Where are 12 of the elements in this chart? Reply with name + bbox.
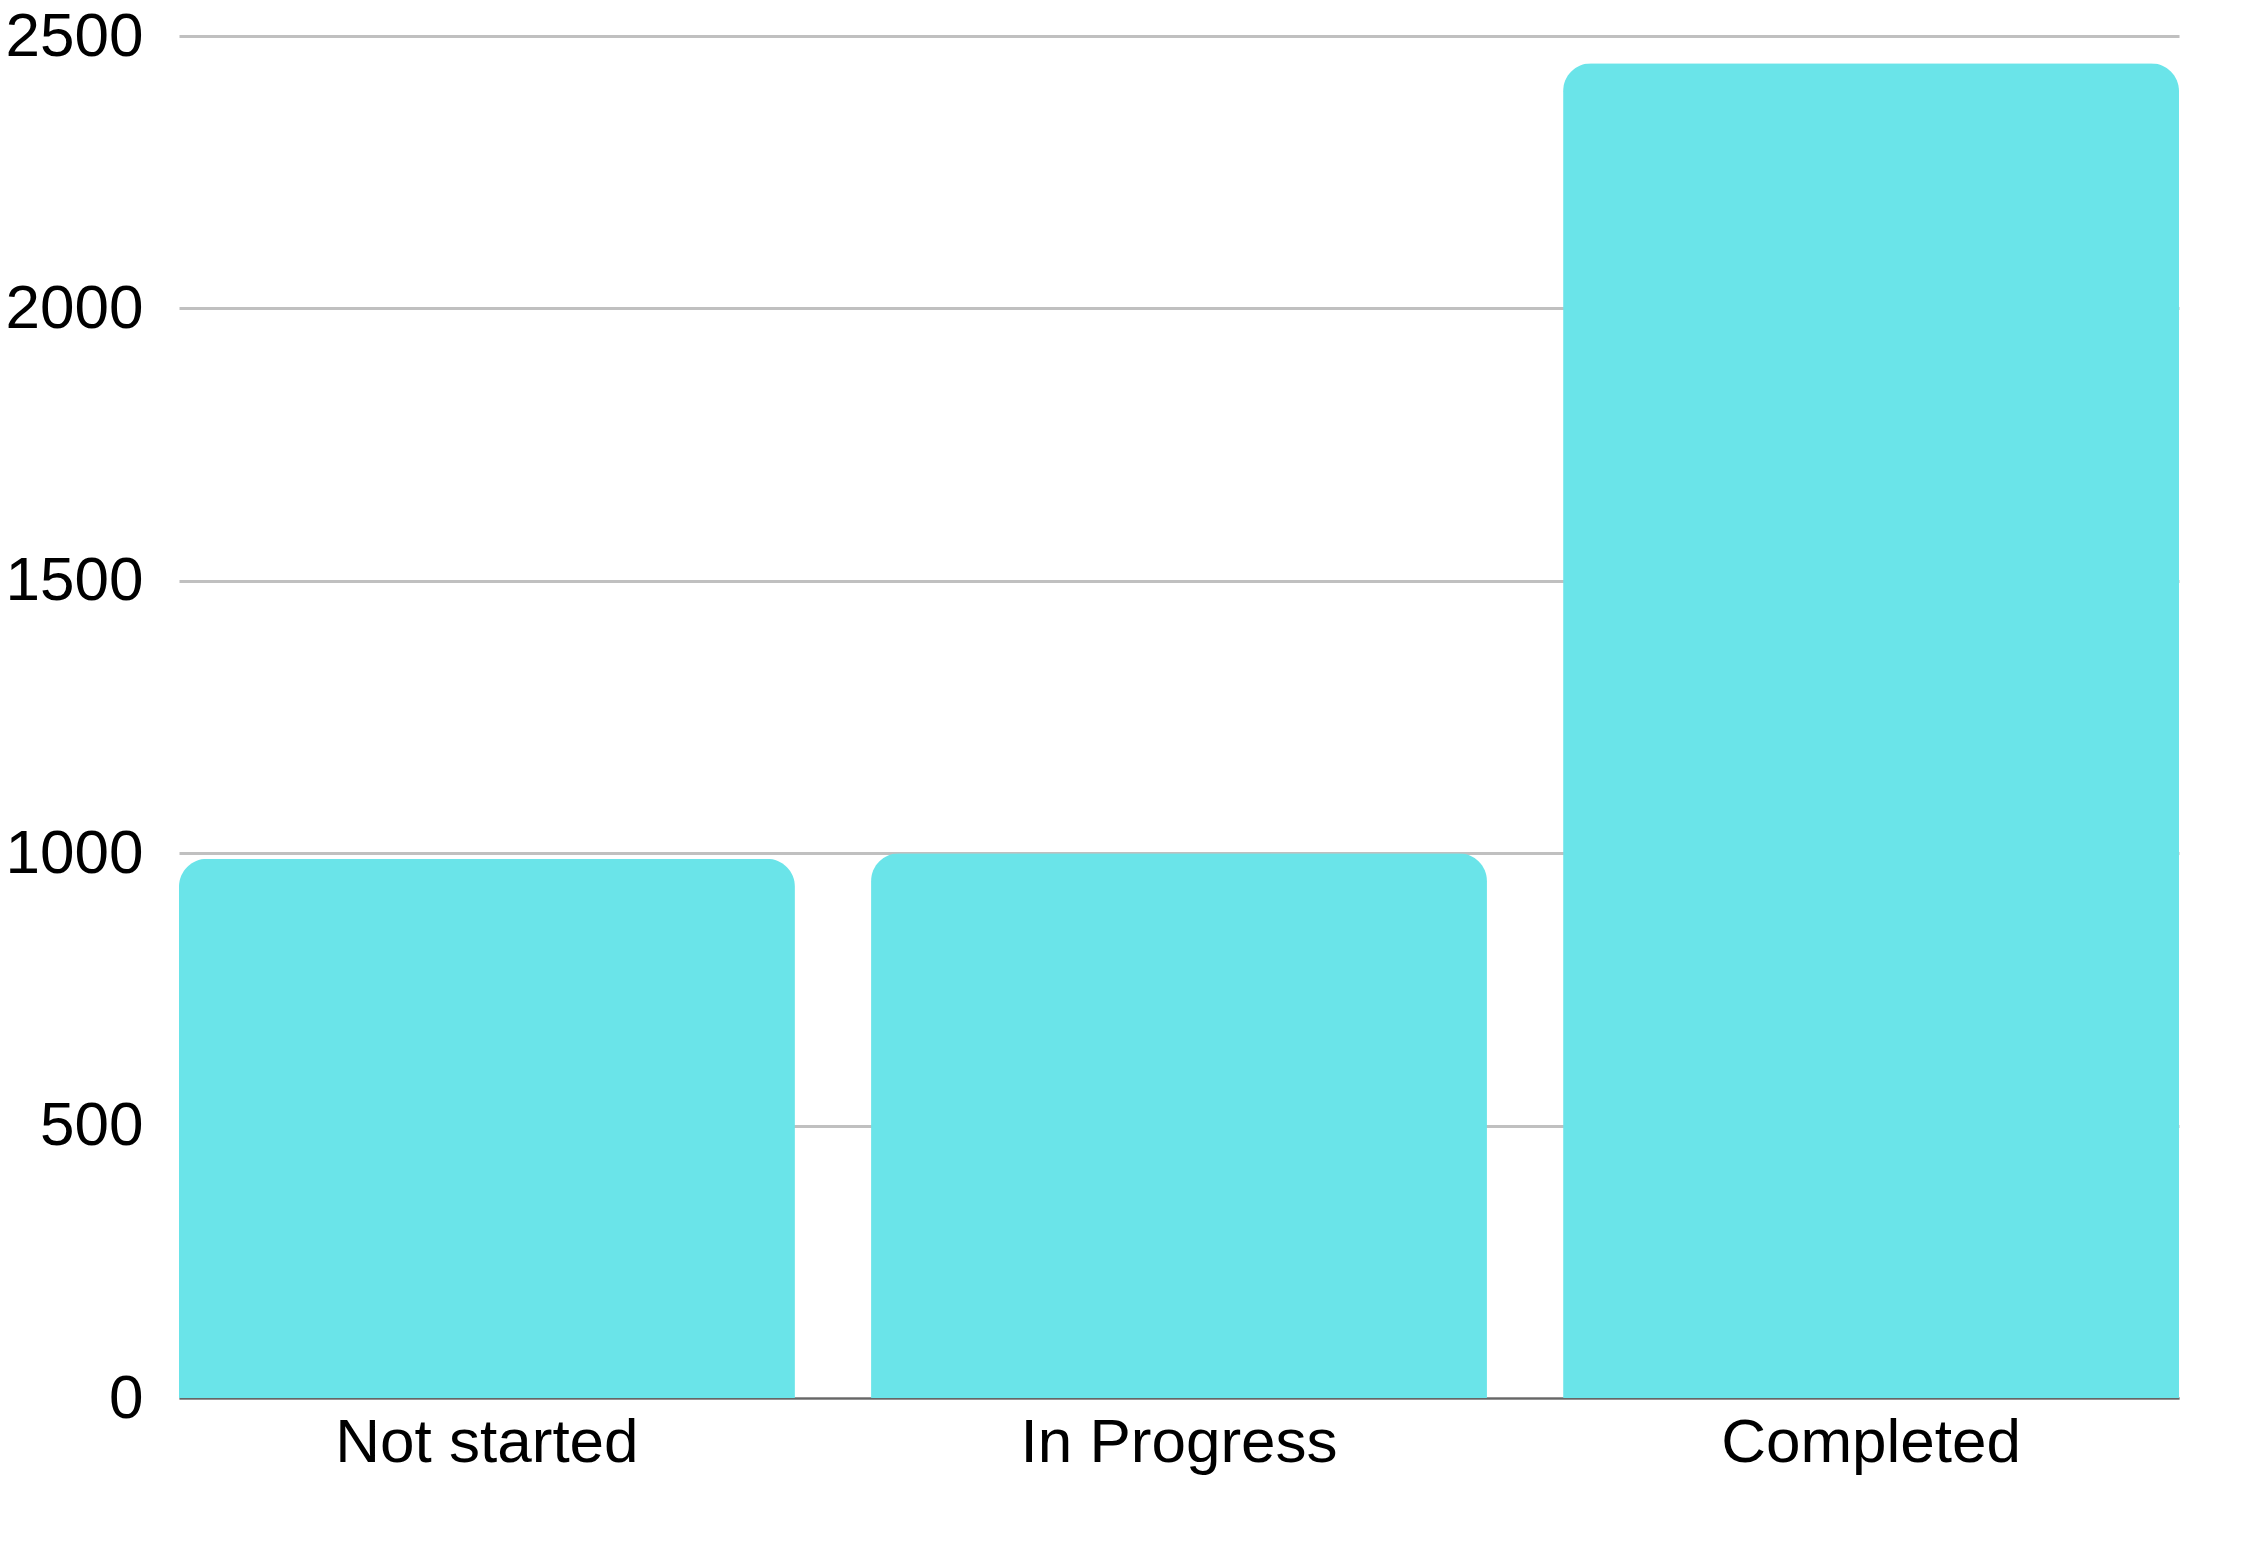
x-tick-label: Not started [335, 1405, 639, 1475]
bar [1563, 63, 2179, 1398]
bar [871, 853, 1487, 1398]
bar [179, 858, 795, 1398]
y-tick-label: 1500 [5, 544, 144, 614]
y-tick-label: 0 [109, 1361, 144, 1431]
x-tick-label: In Progress [1020, 1405, 1338, 1475]
y-tick-label: 2500 [5, 0, 144, 69]
y-tick-label: 2000 [5, 271, 144, 341]
x-tick-label: Completed [1721, 1405, 2021, 1475]
y-tick-label: 1000 [5, 816, 144, 886]
y-tick-label: 500 [40, 1089, 144, 1159]
